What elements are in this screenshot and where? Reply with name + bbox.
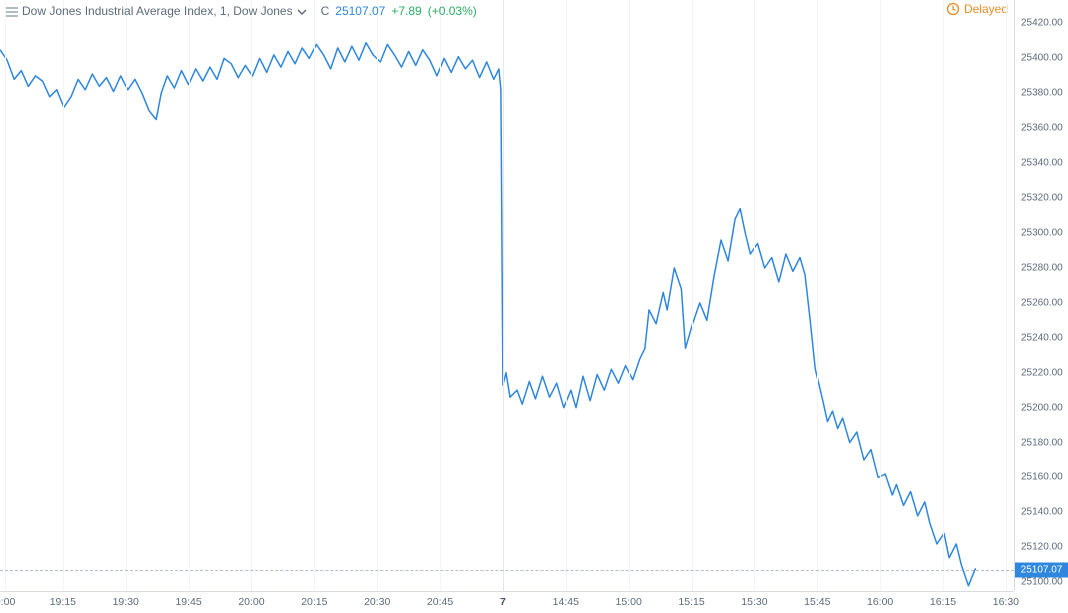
gridline-vertical (126, 0, 127, 591)
chevron-down-icon (297, 6, 307, 16)
y-tick-label: 25300.00 (1021, 228, 1063, 239)
x-tick-label: 15:30 (741, 596, 767, 608)
symbol-title: Dow Jones Industrial Average Index, 1, D… (22, 4, 293, 18)
y-tick-label: 25420.00 (1021, 18, 1063, 29)
y-tick-label: 25120.00 (1021, 542, 1063, 553)
gridline-vertical (629, 0, 630, 591)
x-tick-label: 14:45 (553, 596, 579, 608)
y-tick-label: 25220.00 (1021, 367, 1063, 378)
x-axis[interactable]: 9:00 19:15 19:30 19:45 20:00 20:15 20:30 20:45 7… (0, 591, 1014, 613)
gridline-vertical (377, 0, 378, 591)
close-label: C (321, 4, 330, 18)
x-tick-label: 19:30 (113, 596, 139, 608)
price-change-pct: (+0.03%) (428, 4, 477, 18)
price-line (0, 43, 976, 586)
price-change: +7.89 (391, 4, 421, 18)
last-price-axis-tag: 25107.07 (1015, 562, 1068, 577)
x-tick-label: 15:45 (804, 596, 830, 608)
y-tick-label: 25360.00 (1021, 123, 1063, 134)
gridline-vertical (189, 0, 190, 591)
gridline-vertical (251, 0, 252, 591)
gridline-vertical (314, 0, 315, 591)
y-tick-label: 25200.00 (1021, 402, 1063, 413)
current-price-line (0, 570, 1014, 571)
gridline-vertical (692, 0, 693, 591)
gridline-vertical (817, 0, 818, 591)
y-tick-label: 25100.00 (1021, 577, 1063, 588)
gridline-vertical (503, 0, 504, 591)
gridline-vertical (943, 0, 944, 591)
y-tick-label: 25380.00 (1021, 88, 1063, 99)
last-price: 25107.07 (335, 4, 385, 18)
y-axis[interactable]: 25420.00 25400.00 25380.00 25360.00 25340.00… (1014, 0, 1068, 591)
y-tick-label: 25340.00 (1021, 158, 1063, 169)
x-tick-label: 7 (500, 596, 506, 608)
x-tick-label: 20:15 (301, 596, 327, 608)
gridline-vertical (5, 0, 6, 591)
x-tick-label: 20:45 (427, 596, 453, 608)
menu-icon (6, 6, 18, 16)
x-tick-label: 15:15 (678, 596, 704, 608)
chart-header: Dow Jones Industrial Average Index, 1, D… (6, 2, 1014, 20)
quote-row: C 25107.07 +7.89 (+0.03%) (321, 4, 477, 18)
y-tick-label: 25180.00 (1021, 437, 1063, 448)
x-tick-label: 9:00 (0, 596, 15, 608)
y-tick-label: 25240.00 (1021, 332, 1063, 343)
y-tick-label: 25280.00 (1021, 262, 1063, 273)
gridline-vertical (754, 0, 755, 591)
x-tick-label: 16:30 (993, 596, 1019, 608)
gridline-vertical (566, 0, 567, 591)
x-tick-label: 16:15 (930, 596, 956, 608)
gridline-vertical (1006, 0, 1007, 591)
x-tick-label: 16:00 (867, 596, 893, 608)
y-tick-label: 25140.00 (1021, 507, 1063, 518)
gridline-vertical (63, 0, 64, 591)
y-tick-label: 25400.00 (1021, 53, 1063, 64)
gridline-vertical (440, 0, 441, 591)
y-tick-label: 25260.00 (1021, 297, 1063, 308)
x-tick-label: 20:30 (364, 596, 390, 608)
chart-plot-area[interactable] (0, 0, 1014, 591)
y-tick-label: 25160.00 (1021, 472, 1063, 483)
x-tick-label: 19:45 (175, 596, 201, 608)
x-tick-label: 19:15 (50, 596, 76, 608)
symbol-title-group[interactable]: Dow Jones Industrial Average Index, 1, D… (6, 4, 307, 18)
x-tick-label: 15:00 (616, 596, 642, 608)
gridline-vertical (880, 0, 881, 591)
x-tick-label: 20:00 (238, 596, 264, 608)
y-tick-label: 25320.00 (1021, 193, 1063, 204)
